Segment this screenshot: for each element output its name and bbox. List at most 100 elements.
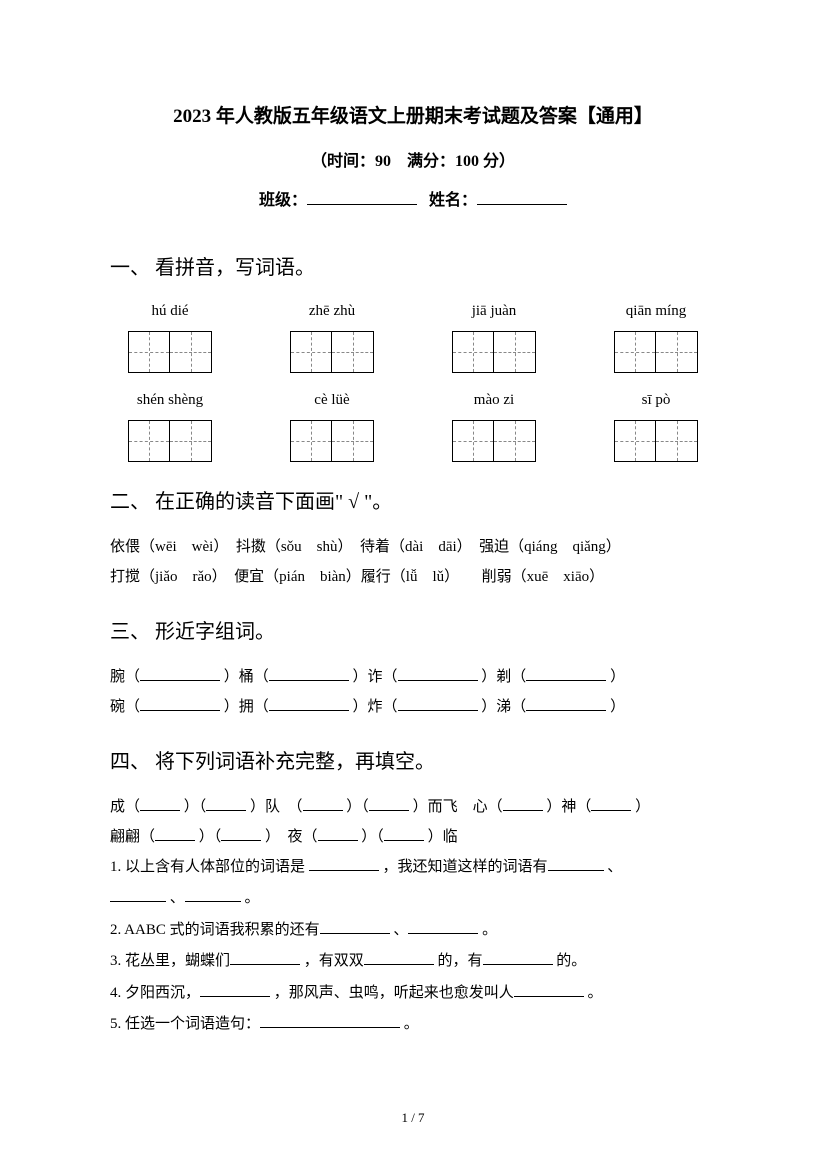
fill-blank[interactable]	[140, 697, 220, 711]
pinyin-label: jiā juàn	[434, 298, 554, 325]
section-3-row-2: 碗（ ）拥（ ）炸（ ）涕（ ）	[110, 692, 716, 722]
text: 翩翩（	[110, 829, 155, 845]
text: ，有双双	[304, 953, 364, 969]
text: ，我还知道这样的词语有	[383, 859, 548, 875]
pinyin-label: qiān míng	[596, 298, 716, 325]
page-number: 1 / 7	[0, 1106, 826, 1129]
pinyin-row-2: shén shèng cè lüè mào zi sī pò	[110, 387, 716, 414]
fill-blank[interactable]	[398, 667, 478, 681]
text: ）炸（	[353, 699, 398, 715]
text: 的。	[556, 953, 586, 969]
pinyin-row-1: hú dié zhē zhù jiā juàn qiān míng	[110, 298, 716, 325]
text: ）桶（	[224, 669, 269, 685]
char-box-pair[interactable]	[596, 331, 716, 373]
text: ） 夜（	[265, 829, 318, 845]
text: ）	[610, 699, 625, 715]
fill-blank[interactable]	[503, 797, 543, 811]
pinyin-label: zhē zhù	[272, 298, 392, 325]
text: ）（	[184, 799, 207, 815]
section-2-line-1: 依偎（wēi wèi） 抖擞（sǒu shù） 待着（dài dāi） 强迫（q…	[110, 532, 716, 562]
fill-blank[interactable]	[155, 827, 195, 841]
fill-blank[interactable]	[269, 697, 349, 711]
fill-blank[interactable]	[526, 667, 606, 681]
text: ）涕（	[481, 699, 526, 715]
char-box-pair[interactable]	[596, 420, 716, 462]
fill-blank[interactable]	[230, 952, 300, 966]
text: 、	[393, 922, 408, 938]
fill-blank[interactable]	[206, 797, 246, 811]
text: ）而飞 心（	[413, 799, 503, 815]
char-box-pair[interactable]	[272, 420, 392, 462]
char-box-pair[interactable]	[110, 331, 230, 373]
text: 碗（	[110, 699, 140, 715]
pinyin-label: hú dié	[110, 298, 230, 325]
text: ）临	[428, 829, 458, 845]
section-3-heading: 三、 形近字组词。	[110, 614, 716, 650]
section-4-q2: 2. AABC 式的词语我积累的还有 、 。	[110, 915, 716, 947]
fill-blank[interactable]	[221, 827, 261, 841]
fill-blank[interactable]	[200, 983, 270, 997]
char-box-pair[interactable]	[110, 420, 230, 462]
pinyin-label: cè lüè	[272, 387, 392, 414]
text: ）诈（	[353, 669, 398, 685]
text: ）剃（	[481, 669, 526, 685]
section-4-q3: 3. 花丛里，蝴蝶们 ，有双双 的，有 的。	[110, 946, 716, 978]
section-4-q5: 5. 任选一个词语造句： 。	[110, 1009, 716, 1041]
fill-blank[interactable]	[384, 827, 424, 841]
class-blank[interactable]	[307, 189, 417, 205]
text: ）（	[199, 829, 222, 845]
student-info-line: 班级： 姓名：	[110, 187, 716, 216]
text: 。	[588, 985, 603, 1001]
text: ）队 （	[250, 799, 303, 815]
class-label: 班级：	[259, 192, 307, 209]
section-4-q4: 4. 夕阳西沉， ，那风声、虫鸣，听起来也愈发叫人 。	[110, 978, 716, 1010]
text: ）（	[346, 799, 369, 815]
char-box-pair[interactable]	[434, 420, 554, 462]
fill-blank[interactable]	[260, 1015, 400, 1029]
fill-blank[interactable]	[408, 920, 478, 934]
fill-blank[interactable]	[369, 797, 409, 811]
text: 5. 任选一个词语造句：	[110, 1016, 260, 1032]
text: ）拥（	[224, 699, 269, 715]
fill-blank[interactable]	[269, 667, 349, 681]
text: 。	[482, 922, 497, 938]
char-boxes-row-2	[110, 420, 716, 462]
section-4-q1: 1. 以上含有人体部位的词语是 ，我还知道这样的词语有 、 、 。	[110, 852, 716, 915]
fill-blank[interactable]	[526, 697, 606, 711]
fill-blank[interactable]	[140, 797, 180, 811]
section-4-heading: 四、 将下列词语补充完整，再填空。	[110, 744, 716, 780]
fill-blank[interactable]	[514, 983, 584, 997]
fill-blank[interactable]	[140, 667, 220, 681]
fill-blank[interactable]	[364, 952, 434, 966]
text: 、	[170, 890, 185, 906]
fill-blank[interactable]	[185, 889, 241, 903]
char-box-pair[interactable]	[272, 331, 392, 373]
fill-blank[interactable]	[483, 952, 553, 966]
fill-blank[interactable]	[318, 827, 358, 841]
fill-blank[interactable]	[303, 797, 343, 811]
char-boxes-row-1	[110, 331, 716, 373]
text: 成（	[110, 799, 140, 815]
pinyin-label: mào zi	[434, 387, 554, 414]
fill-blank[interactable]	[320, 920, 390, 934]
text: 、	[607, 859, 622, 875]
pinyin-label: sī pò	[596, 387, 716, 414]
text: 。	[245, 890, 260, 906]
section-4-line-2: 翩翩（ ）（ ） 夜（ ）（ ）临	[110, 822, 716, 852]
char-box-pair[interactable]	[434, 331, 554, 373]
text: 4. 夕阳西沉，	[110, 985, 200, 1001]
fill-blank[interactable]	[591, 797, 631, 811]
text: ）（	[361, 829, 384, 845]
fill-blank[interactable]	[548, 857, 604, 871]
section-2-heading: 二、 在正确的读音下面画" √ "。	[110, 484, 716, 520]
text: 2. AABC 式的词语我积累的还有	[110, 922, 320, 938]
text: 3. 花丛里，蝴蝶们	[110, 953, 230, 969]
name-blank[interactable]	[477, 189, 567, 205]
fill-blank[interactable]	[309, 857, 379, 871]
text: ）	[610, 669, 625, 685]
text: ）	[635, 799, 650, 815]
text: ，那风声、虫鸣，听起来也愈发叫人	[274, 985, 514, 1001]
fill-blank[interactable]	[398, 697, 478, 711]
fill-blank[interactable]	[110, 889, 166, 903]
text: 腕（	[110, 669, 140, 685]
